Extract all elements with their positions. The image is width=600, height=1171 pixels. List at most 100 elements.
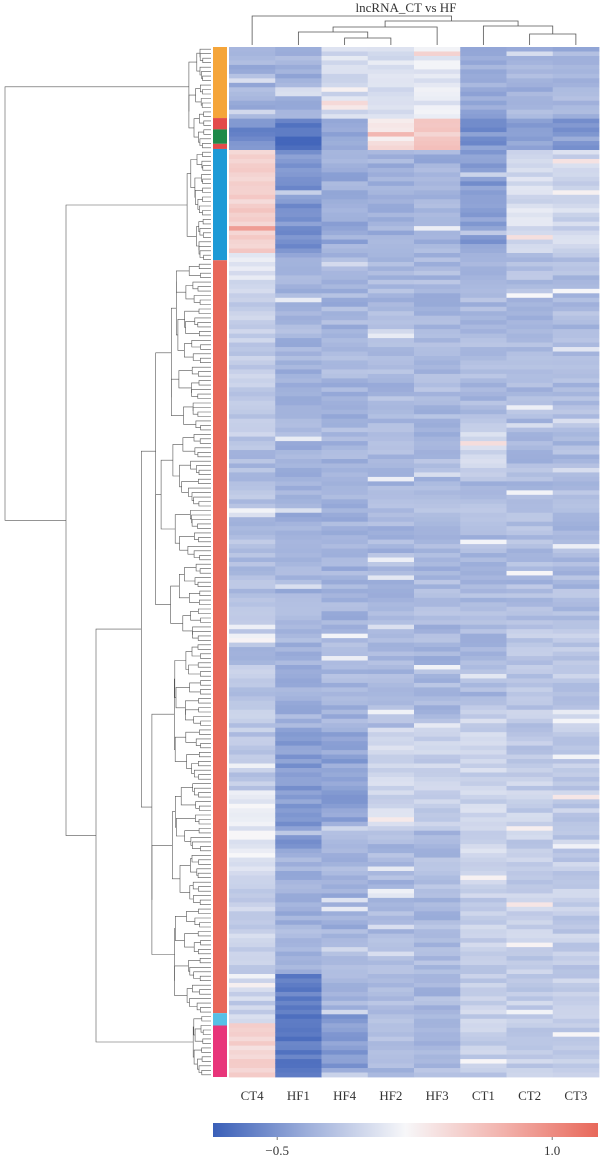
dendrogram-link [297,31,369,45]
dendrogram-link [193,496,211,505]
heatmap-cell [414,705,461,711]
colorbar-tick-label: 1.0 [544,1143,560,1158]
heatmap-cell [367,991,415,997]
heatmap-cell [367,1032,415,1038]
heatmap-cell [367,906,415,912]
dendrogram-link [196,465,211,473]
heatmap-cell [367,127,415,133]
heatmap-cell [460,588,507,594]
heatmap-cell [552,1068,600,1073]
heatmap-cell [275,105,322,111]
heatmap-cell [414,875,461,881]
heatmap-cell [460,817,507,823]
heatmap-cell [506,221,554,227]
heatmap-cell [414,517,461,523]
heatmap-cell [506,620,554,626]
heatmap-cell [506,745,554,751]
heatmap-cell [321,118,369,124]
column-label: CT3 [564,1088,587,1103]
heatmap-cell [460,306,507,312]
heatmap-cell [460,226,507,232]
heatmap-cell [367,745,415,751]
heatmap-cell [506,432,554,438]
heatmap-cell [506,575,554,581]
heatmap-cell [506,230,554,236]
heatmap-cell [321,575,369,581]
heatmap-cell [506,329,554,335]
heatmap-cell [414,333,461,339]
dendrogram-link [202,196,211,202]
heatmap-cell [229,723,276,729]
heatmap-cell [460,526,507,532]
heatmap-cell [552,508,600,514]
heatmap-cell [367,982,415,988]
heatmap-cell [229,369,276,375]
heatmap-cell [552,826,600,832]
dendrogram-link [199,113,204,124]
heatmap-cell [552,956,600,961]
heatmap-cell [229,548,276,554]
heatmap-cell [367,629,415,635]
heatmap-cell [321,978,369,984]
heatmap-cell [321,351,369,357]
heatmap-cell [552,982,600,988]
dendrogram-link [185,700,199,715]
dendrogram-link [201,160,211,169]
dendrogram-link [171,307,177,398]
heatmap-cell [229,212,276,218]
heatmap-cell [367,1009,415,1015]
dendrogram-link [198,537,211,543]
heatmap-cell [321,253,369,258]
colorbar-tick-label: −0.5 [265,1143,289,1158]
heatmap-cell [367,454,415,460]
heatmap-cell [552,203,600,209]
heatmap-cell [321,700,369,706]
heatmap-cell [552,526,600,532]
heatmap-cell [552,736,600,742]
heatmap-cell [367,91,415,97]
heatmap-cell [414,629,461,635]
heatmap-cell [321,566,369,572]
heatmap-cell [506,642,554,648]
heatmap-cell [414,566,461,572]
heatmap-cell [367,275,415,281]
heatmap-cell [414,364,461,370]
row-cluster-segment [213,148,227,261]
heatmap-cell [460,638,507,644]
heatmap-cell [460,866,507,872]
heatmap-cell [414,866,461,872]
heatmap-cell [229,902,276,908]
heatmap-cell [460,759,507,764]
heatmap-cell [460,400,507,406]
heatmap-cell [275,288,322,294]
heatmap-cell [506,248,554,254]
heatmap-cell [552,387,600,393]
heatmap-cell [229,974,276,979]
heatmap-cell [460,570,507,576]
heatmap-cell [506,96,554,102]
heatmap-cell [460,302,507,308]
heatmap-cell [552,799,600,805]
heatmap-cell [321,642,369,648]
heatmap-cell [275,320,322,326]
dendrogram-link [194,917,211,925]
heatmap-cell [275,167,322,173]
heatmap-cell [552,848,600,854]
dendrogram-link [194,1028,203,1042]
heatmap-cell [229,87,276,93]
dendrogram-link [194,317,211,325]
heatmap-cell [229,544,276,549]
heatmap-cell [414,987,461,993]
heatmap-cell [275,544,322,549]
heatmap-cell [552,454,600,460]
heatmap-cell [367,718,415,724]
heatmap-cell [321,459,369,464]
heatmap-cell [321,347,369,352]
heatmap-cell [506,812,554,818]
heatmap-cell [275,150,322,155]
heatmap-cell [321,306,369,312]
heatmap-cell [552,647,600,652]
heatmap-cell [321,436,369,442]
heatmap-cell [460,678,507,684]
heatmap-cell [229,338,276,343]
